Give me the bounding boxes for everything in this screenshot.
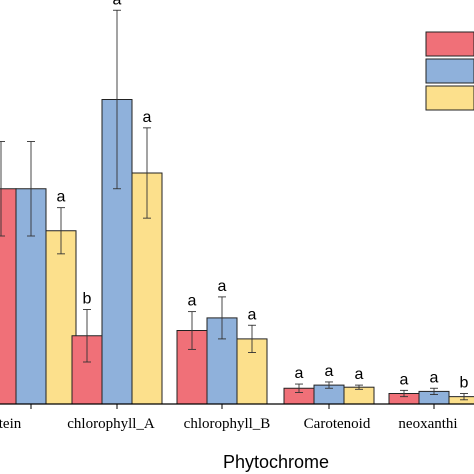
error-bar-protein-series-2 [27,141,35,237]
category-label-neoxanthin: neoxanthi [398,416,457,432]
significance-label-chlorophyll_A-series-2: a [113,0,122,8]
x-ticks-layer [30,404,435,409]
legend [425,31,474,111]
bars-layer [0,99,474,405]
error-bar-protein-series-3 [57,207,65,255]
error-bar-Carotenoid-series-3 [355,384,363,390]
significance-label-Carotenoid-series-3: a [355,366,364,383]
category-label-Carotenoid: Carotenoid [304,416,371,432]
significance-label-protein-series-3: a [57,189,66,206]
bar-protein-series-3 [45,230,77,405]
significance-label-chlorophyll_B-series-2: a [218,278,227,295]
category-label-chlorophyll_B: chlorophyll_B [184,416,271,432]
legend-swatch-series-3 [425,85,474,111]
legend-swatch-series-1 [425,31,474,57]
significance-labels-layer: a b a a a a a a a a a a b [57,0,469,392]
significance-label-Carotenoid-series-1: a [295,365,304,382]
error-bar-neoxanthin-series-3 [460,393,468,401]
significance-label-chlorophyll_B-series-1: a [188,293,197,310]
error-bars-layer [0,9,468,401]
error-bar-chlorophyll_A-series-1 [83,309,91,363]
error-bar-Carotenoid-series-1 [295,383,303,393]
significance-label-neoxanthin-series-3: b [460,375,469,392]
category-label-protein: tein [0,416,22,432]
category-labels-layer: tein chlorophyll_A chlorophyll_B Carotenoid… [0,416,458,432]
error-bar-chlorophyll_B-series-2 [218,296,226,340]
significance-label-neoxanthin-series-1: a [400,371,409,388]
significance-label-chlorophyll_B-series-3: a [248,306,257,323]
error-bar-chlorophyll_B-series-1 [188,311,196,350]
significance-label-chlorophyll_A-series-1: b [83,291,92,308]
error-bar-protein-series-1 [0,141,5,237]
significance-label-Carotenoid-series-2: a [325,363,334,380]
error-bar-chlorophyll_A-series-2 [113,9,121,190]
x-axis-title: Phytochrome [223,452,329,472]
error-bar-chlorophyll_B-series-3 [248,324,256,353]
error-bar-Carotenoid-series-2 [325,381,333,389]
significance-label-neoxanthin-series-2: a [430,369,439,386]
significance-label-chlorophyll_A-series-3: a [143,109,152,126]
bar-neoxanthin-series-3 [448,396,474,405]
error-bar-chlorophyll_A-series-3 [143,127,151,219]
legend-swatch-series-2 [425,58,474,84]
bar-protein-series-1 [0,188,17,405]
error-bar-neoxanthin-series-2 [430,387,438,395]
error-bar-neoxanthin-series-1 [400,389,408,398]
category-label-chlorophyll_A: chlorophyll_A [67,416,155,432]
